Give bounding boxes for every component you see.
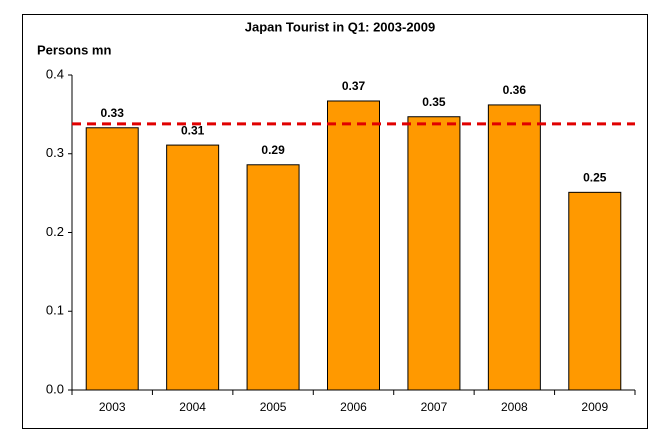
x-tick-label: 2009	[581, 400, 608, 414]
x-tick-label: 2007	[421, 400, 448, 414]
bar	[166, 144, 220, 391]
bar	[568, 191, 622, 391]
bar	[246, 164, 300, 391]
y-axis-label: Persons mn	[37, 42, 111, 57]
bar	[407, 116, 461, 391]
y-tick-label: 0.4	[46, 66, 64, 81]
value-label: 0.25	[583, 171, 607, 185]
bar	[487, 104, 541, 391]
value-label: 0.37	[342, 79, 366, 93]
x-tick-label: 2008	[501, 400, 528, 414]
x-tick-label: 2005	[260, 400, 287, 414]
chart-title: Japan Tourist in Q1: 2003-2009	[245, 19, 436, 34]
bar	[85, 127, 139, 391]
bar	[327, 100, 380, 391]
x-tick-label: 2006	[340, 400, 367, 414]
x-tick-label: 2004	[179, 400, 206, 414]
value-label: 0.33	[101, 106, 125, 120]
y-tick-label: 0.2	[46, 224, 64, 239]
x-tick-label: 2003	[99, 400, 126, 414]
y-tick-label: 0.0	[46, 381, 64, 396]
value-label: 0.29	[261, 143, 285, 157]
y-tick-label: 0.1	[46, 303, 64, 318]
value-label: 0.36	[503, 83, 527, 97]
value-label: 0.35	[422, 95, 446, 109]
y-tick-label: 0.3	[46, 145, 64, 160]
value-label: 0.31	[181, 123, 205, 137]
